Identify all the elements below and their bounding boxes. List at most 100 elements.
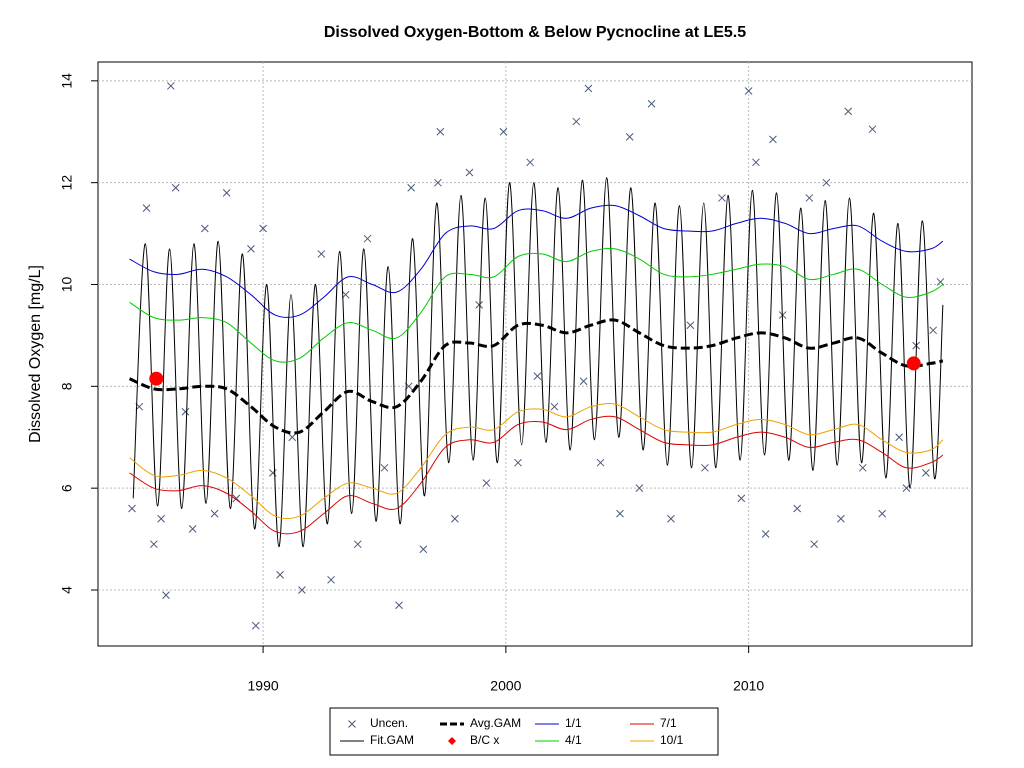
data-point [298,586,306,594]
data-point [922,469,930,477]
y-axis-label: Dissolved Oxygen [mg/L] [27,265,44,443]
legend-label: Fit.GAM [370,733,414,747]
data-point [805,194,814,202]
bc-point [149,371,164,386]
data-point [434,178,442,187]
data-point [380,463,389,472]
y-tick-label: 8 [59,382,75,390]
y-tick-label: 10 [59,277,75,293]
data-point [181,407,190,416]
legend-label: 10/1 [660,733,684,747]
legend-label: Uncen. [370,716,408,730]
data-point [550,402,559,411]
data-point [878,509,887,518]
data-point [162,591,170,599]
data-point [288,433,297,442]
data-point [625,132,634,141]
legend-label: B/C x [470,733,499,747]
x-tick-label: 2010 [733,678,764,694]
data-point [936,278,945,286]
data-point [149,540,158,549]
data-point [251,621,260,630]
data-point [451,514,459,523]
data-point [276,570,284,579]
data-point [200,224,209,233]
data-point [142,204,151,212]
data-point [222,188,231,197]
legend-box [329,707,719,756]
legend-symbol [448,737,456,745]
data-point [407,183,416,192]
data-point [475,301,484,309]
data-point [744,87,753,95]
data-point [635,484,644,493]
data-point [317,250,326,258]
data-point [353,540,362,549]
data-point [769,135,777,144]
data-point [188,525,197,533]
data-point [793,504,802,513]
data-point [761,530,770,538]
data-point [482,479,491,487]
data-point [533,372,542,381]
data-point [499,127,508,136]
data-point [902,484,911,493]
y-tick-label: 6 [59,484,75,492]
data-point [929,326,938,335]
chart-title: Dissolved Oxygen-Bottom & Below Pycnocli… [324,24,746,41]
data-point [596,458,605,467]
series-line [129,247,944,363]
legend-symbol [348,720,356,728]
data-point [419,545,428,554]
x-tick-label: 2000 [490,678,521,694]
data-point [436,127,445,136]
y-tick-label: 14 [59,73,75,89]
data-point [166,82,175,90]
bc-point [906,356,921,371]
data-point [667,514,675,523]
legend-label: Avg.GAM [470,716,521,730]
series-line [128,318,944,435]
data-point [128,504,136,513]
data-point [837,514,845,523]
data-point [395,601,403,610]
data-point [686,321,695,330]
data-point [647,99,656,108]
data-point [171,183,180,192]
data-point [810,540,819,549]
x-tick-label: 1990 [248,678,279,694]
data-point [868,125,877,134]
data-point [858,463,867,472]
series-line [129,204,944,318]
data-point [701,463,709,472]
legend-label: 4/1 [565,733,582,747]
data-point [210,509,219,518]
plot-frame [97,61,973,647]
legend-label: 1/1 [565,716,582,730]
data-point [157,514,165,523]
data-point [572,117,581,126]
data-point [895,433,904,442]
data-point [752,158,760,167]
data-point [718,194,726,202]
data-point [259,224,267,233]
data-point [363,234,372,243]
data-point [247,245,255,253]
data-point [526,158,534,167]
data-point [737,494,746,503]
data-point [579,377,588,386]
data-point [465,168,474,177]
y-tick-label: 12 [59,175,75,191]
data-point [514,458,522,467]
data-point [616,509,624,518]
data-point [327,575,335,584]
data-point [232,494,241,503]
series-line [129,415,944,535]
legend-label: 7/1 [660,716,677,730]
data-point [844,107,853,116]
y-tick-label: 4 [59,586,75,594]
data-point [584,84,593,93]
data-point [822,178,831,187]
